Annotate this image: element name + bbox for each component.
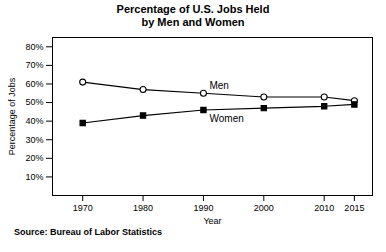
svg-text:60%: 60% (25, 79, 43, 89)
svg-text:50%: 50% (25, 97, 43, 107)
svg-text:1980: 1980 (133, 203, 153, 213)
svg-text:10%: 10% (25, 172, 43, 182)
svg-text:40%: 40% (25, 116, 43, 126)
svg-text:2015: 2015 (344, 203, 364, 213)
svg-text:20%: 20% (25, 153, 43, 163)
svg-text:80%: 80% (25, 42, 43, 52)
svg-text:Women: Women (209, 113, 243, 124)
html-text:Source: Bureau of Labor Statis: Source: Bureau of Labor Statistics (14, 227, 162, 237)
svg-text:1970: 1970 (73, 203, 93, 213)
svg-text:Percentage of Jobs: Percentage of Jobs (7, 77, 17, 155)
svg-text:2010: 2010 (314, 203, 334, 213)
svg-text:2000: 2000 (254, 203, 274, 213)
svg-text:Men: Men (209, 80, 228, 91)
svg-text:30%: 30% (25, 135, 43, 145)
svg-text:70%: 70% (25, 60, 43, 70)
html-text:Percentage of U.S. Jobs Held b: Percentage of U.S. Jobs Held by Men and … (116, 3, 270, 28)
svg-text:Year: Year (203, 216, 221, 226)
svg-text:1990: 1990 (193, 203, 213, 213)
